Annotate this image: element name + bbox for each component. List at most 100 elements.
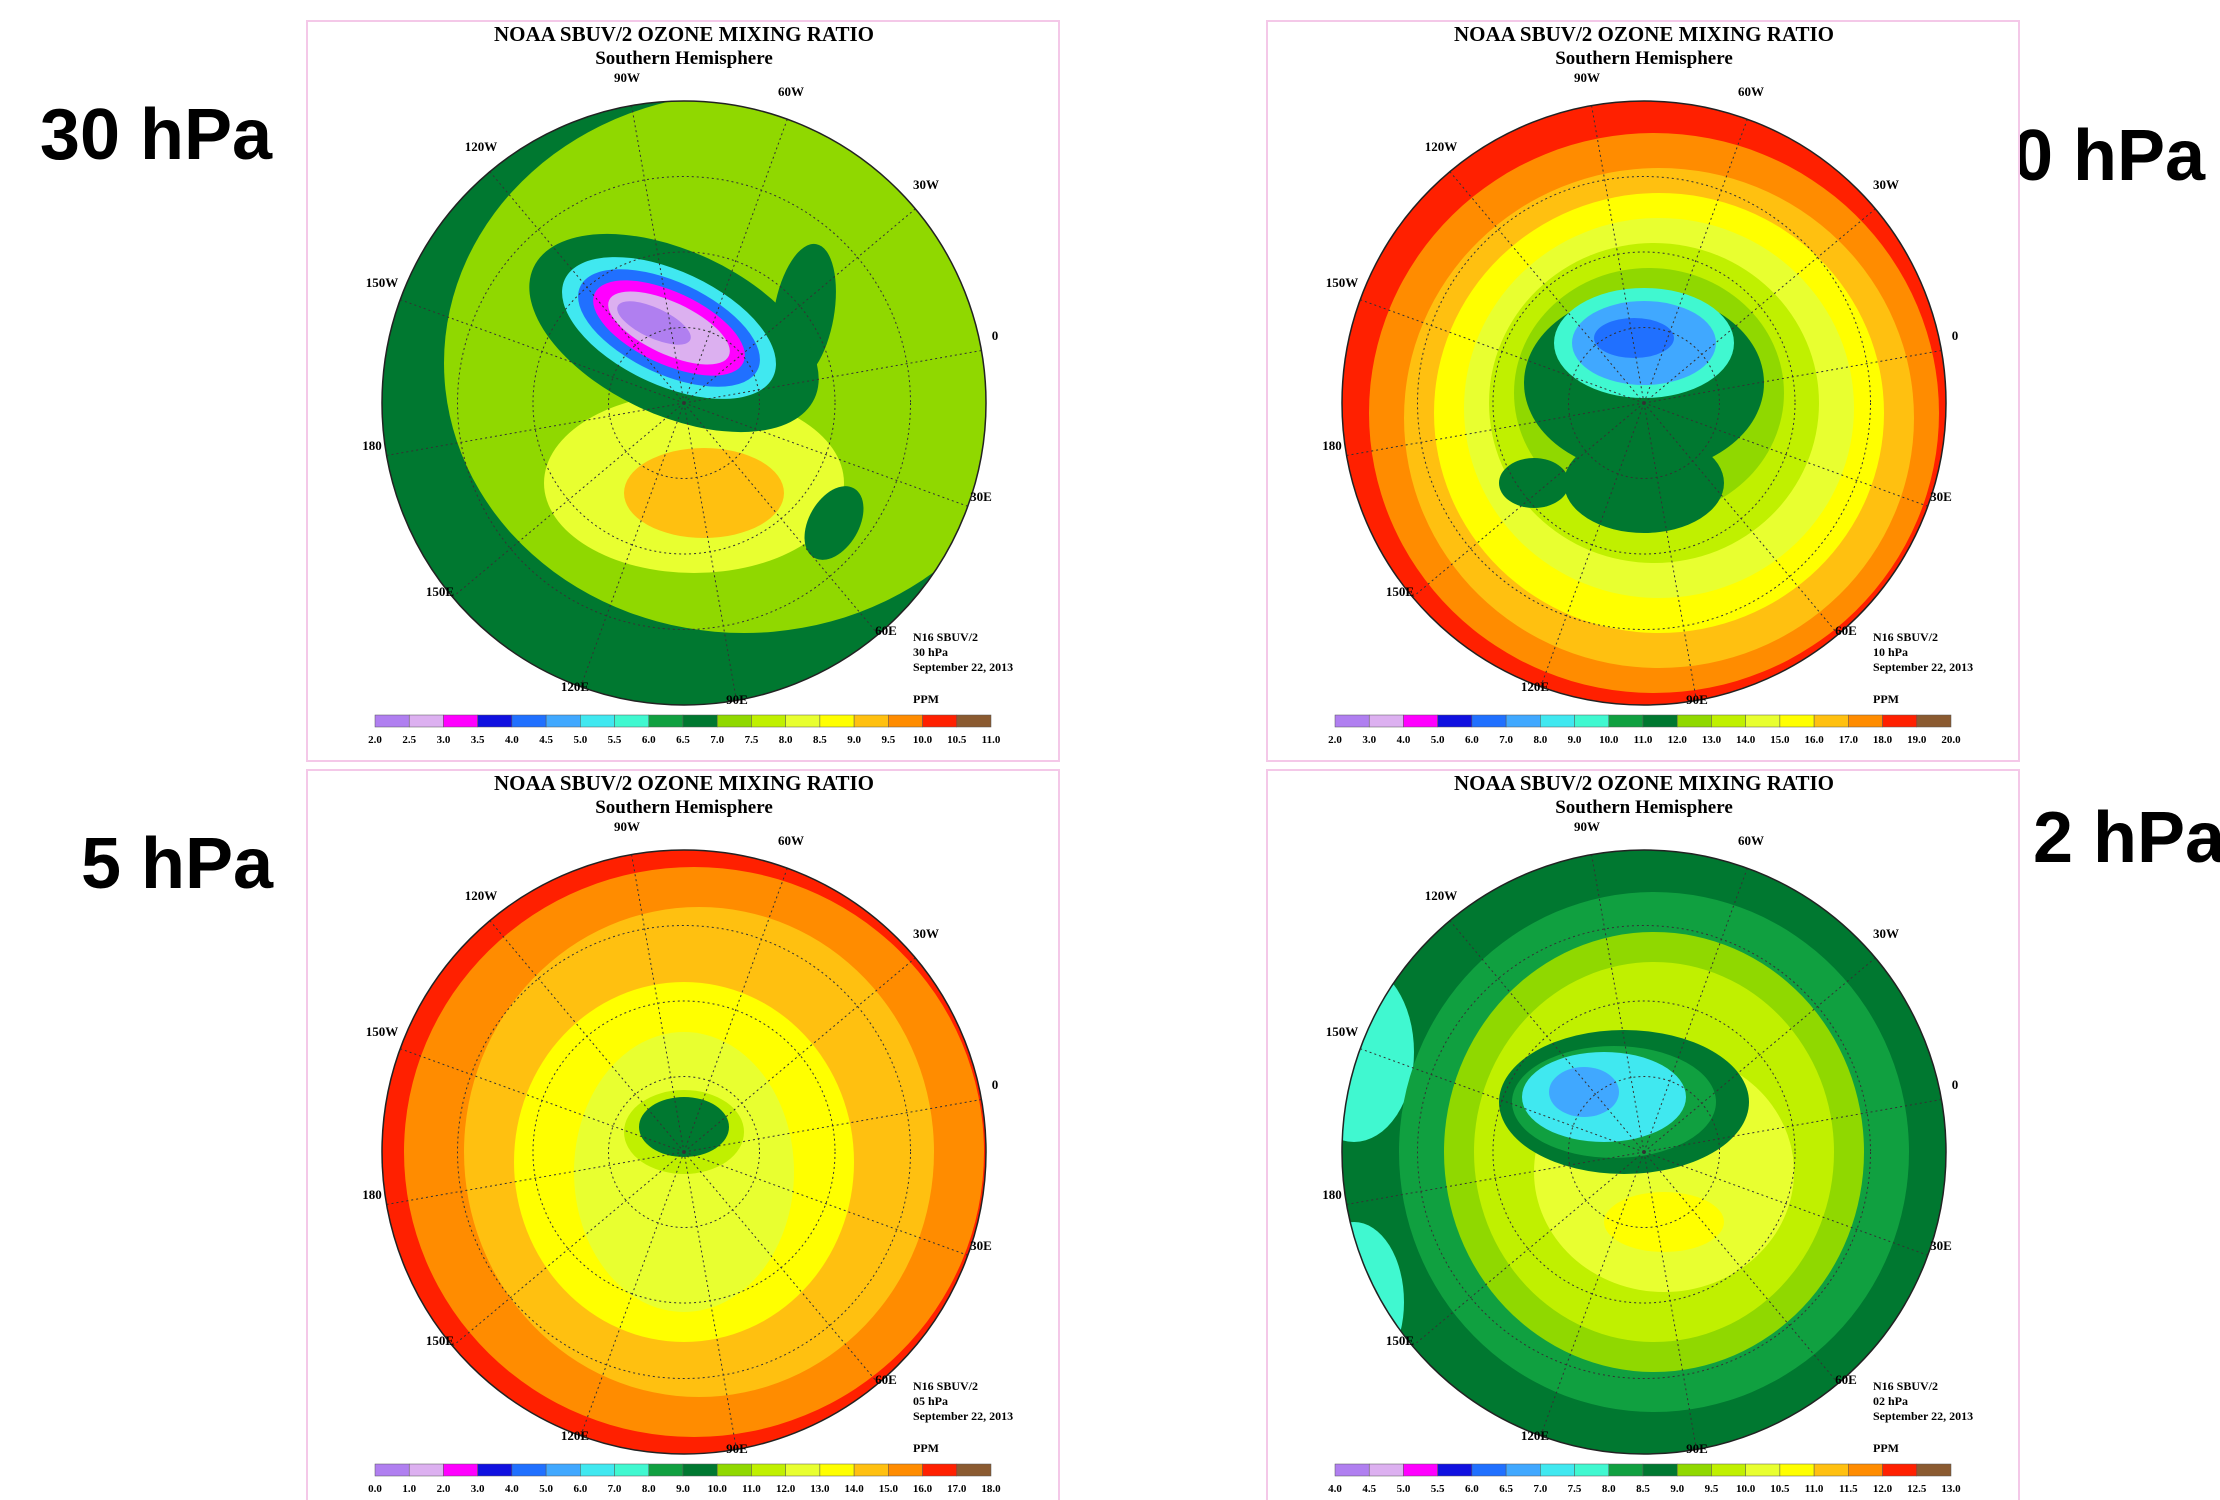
colorbar-segment [854, 1464, 888, 1476]
info-text: N16 SBUV/2 [1873, 630, 1938, 644]
longitude-label: 30E [970, 1238, 992, 1253]
colorbar-label: 19.0 [1907, 734, 1927, 746]
colorbar-label: 9.5 [881, 734, 895, 746]
colorbar-segment [375, 1464, 409, 1476]
colorbar-label: 6.5 [1499, 1483, 1513, 1495]
longitude-label: 90E [726, 692, 748, 707]
colorbar-segment [478, 1464, 512, 1476]
longitude-label: 180 [1322, 438, 1342, 453]
colorbar-segment [1540, 715, 1574, 727]
colorbar-label: 2.0 [437, 1483, 451, 1495]
colorbar-segment [1746, 715, 1780, 727]
colorbar-label: 8.0 [1533, 734, 1547, 746]
colorbar-segment [1575, 715, 1609, 727]
colorbar-label: 11.0 [1634, 734, 1653, 746]
colorbar-label: 6.0 [573, 1483, 587, 1495]
colorbar-segment [683, 715, 717, 727]
colorbar-label: 2.0 [368, 734, 382, 746]
longitude-label: 30E [1930, 489, 1952, 504]
longitude-label: 180 [362, 1187, 382, 1202]
colorbar-label: 3.0 [471, 1483, 485, 1495]
longitude-label: 120E [561, 679, 589, 694]
colorbar-segment [1609, 1464, 1643, 1476]
colorbar-segment [923, 1464, 957, 1476]
colorbar-segment [1643, 1464, 1677, 1476]
colorbar-segment [1506, 715, 1540, 727]
longitude-label: 120E [1521, 679, 1549, 694]
pressure-label: 30 hPa [40, 95, 273, 175]
colorbar-label: 4.0 [1397, 734, 1411, 746]
colorbar-segment [649, 715, 683, 727]
colorbar-label: 11.0 [742, 1483, 761, 1495]
colorbar-label: 8.5 [1636, 1483, 1650, 1495]
colorbar-segment [751, 715, 785, 727]
colorbar-segment [1848, 715, 1882, 727]
longitude-label: 150W [1326, 1024, 1359, 1039]
colorbar-segment [375, 715, 409, 727]
colorbar-label: 6.5 [676, 734, 690, 746]
longitude-label: 60W [1738, 84, 1764, 99]
colorbar-segment [1335, 1464, 1369, 1476]
contour-region [1564, 433, 1724, 533]
colorbar-label: 6.0 [1465, 1483, 1479, 1495]
slide: 30 hPaNOAA SBUV/2 OZONE MIXING RATIOSout… [0, 0, 2220, 1500]
colorbar-label: 13.0 [1702, 734, 1722, 746]
colorbar-label: 10.0 [913, 734, 933, 746]
colorbar-label: 0.0 [368, 1483, 382, 1495]
longitude-label: 180 [1322, 1187, 1342, 1202]
info-text: September 22, 2013 [1873, 660, 1973, 674]
colorbar-segment [1472, 715, 1506, 727]
colorbar-segment [820, 715, 854, 727]
unit-label: PPM [1873, 1441, 1899, 1455]
colorbar-segment [1403, 1464, 1437, 1476]
colorbar-label: 14.0 [844, 1483, 864, 1495]
colorbar-segment [1677, 1464, 1711, 1476]
colorbar-segment [1369, 715, 1403, 727]
panel-title: NOAA SBUV/2 OZONE MIXING RATIO [1454, 22, 1834, 46]
longitude-label: 150E [426, 1333, 454, 1348]
colorbar-label: 10.5 [1770, 1483, 1790, 1495]
longitude-label: 120W [1425, 888, 1458, 903]
colorbar-segment [1506, 1464, 1540, 1476]
colorbar-label: 5.5 [608, 734, 622, 746]
colorbar-segment [512, 1464, 546, 1476]
colorbar-label: 13.0 [1941, 1483, 1961, 1495]
longitude-label: 150W [366, 1024, 399, 1039]
colorbar-label: 17.0 [1839, 734, 1859, 746]
colorbar-label: 11.0 [982, 734, 1001, 746]
info-text: N16 SBUV/2 [913, 1379, 978, 1393]
colorbar-label: 3.5 [471, 734, 485, 746]
longitude-label: 90E [1686, 692, 1708, 707]
colorbar-segment [443, 715, 477, 727]
longitude-label: 120W [465, 888, 498, 903]
colorbar-segment [478, 715, 512, 727]
colorbar-label: 6.0 [642, 734, 656, 746]
colorbar-label: 7.5 [1568, 1483, 1582, 1495]
colorbar-segment [888, 715, 922, 727]
colorbar-label: 10.0 [1736, 1483, 1756, 1495]
colorbar-segment [1780, 715, 1814, 727]
colorbar-segment [409, 1464, 443, 1476]
colorbar-label: 13.0 [810, 1483, 830, 1495]
colorbar-segment [820, 1464, 854, 1476]
longitude-label: 60E [1835, 623, 1857, 638]
colorbar-segment [683, 1464, 717, 1476]
panel-title: NOAA SBUV/2 OZONE MIXING RATIO [494, 22, 874, 46]
colorbar-label: 12.5 [1907, 1483, 1927, 1495]
colorbar-segment [923, 715, 957, 727]
colorbar-label: 18.0 [981, 1483, 1001, 1495]
colorbar-segment [1814, 715, 1848, 727]
colorbar-label: 2.0 [1328, 734, 1342, 746]
colorbar-segment [1917, 715, 1951, 727]
colorbar-label: 11.0 [1805, 1483, 1824, 1495]
info-text: 30 hPa [913, 645, 948, 659]
longitude-label: 0 [992, 1077, 999, 1092]
colorbar-label: 4.0 [505, 734, 519, 746]
longitude-label: 120E [561, 1428, 589, 1443]
longitude-label: 90W [614, 70, 640, 85]
colorbar-label: 4.5 [539, 734, 553, 746]
colorbar-segment [957, 1464, 991, 1476]
colorbar-segment [580, 715, 614, 727]
colorbar-label: 9.0 [1568, 734, 1582, 746]
colorbar-label: 9.0 [676, 1483, 690, 1495]
